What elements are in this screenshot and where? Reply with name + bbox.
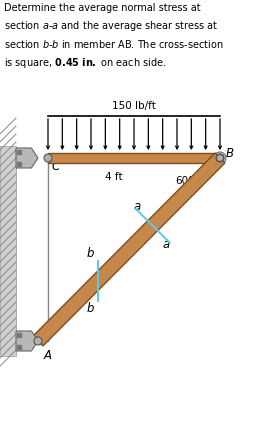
Bar (17, 345, 21, 349)
Text: 60°: 60° (175, 176, 193, 186)
Text: Determine the average normal stress at
section $a$-$a$ and the average shear str: Determine the average normal stress at s… (4, 3, 224, 69)
Text: a: a (163, 238, 170, 250)
Text: 150 lb/ft: 150 lb/ft (112, 101, 156, 111)
Circle shape (216, 154, 224, 162)
Polygon shape (16, 331, 38, 351)
Bar (17, 162, 21, 165)
Text: C: C (52, 160, 60, 173)
Polygon shape (33, 153, 225, 346)
Circle shape (216, 154, 224, 162)
Text: a: a (134, 200, 141, 213)
Text: b: b (87, 247, 94, 260)
Text: A: A (44, 349, 52, 362)
Bar (0, 146, 16, 356)
Circle shape (214, 152, 226, 164)
Circle shape (44, 154, 52, 162)
Text: B: B (226, 146, 234, 159)
Circle shape (34, 337, 42, 345)
Polygon shape (16, 148, 38, 168)
Text: b: b (87, 302, 94, 315)
Text: 4 ft: 4 ft (105, 172, 122, 182)
Bar (17, 151, 21, 154)
Bar (48, 153, 220, 163)
Bar (17, 333, 21, 338)
